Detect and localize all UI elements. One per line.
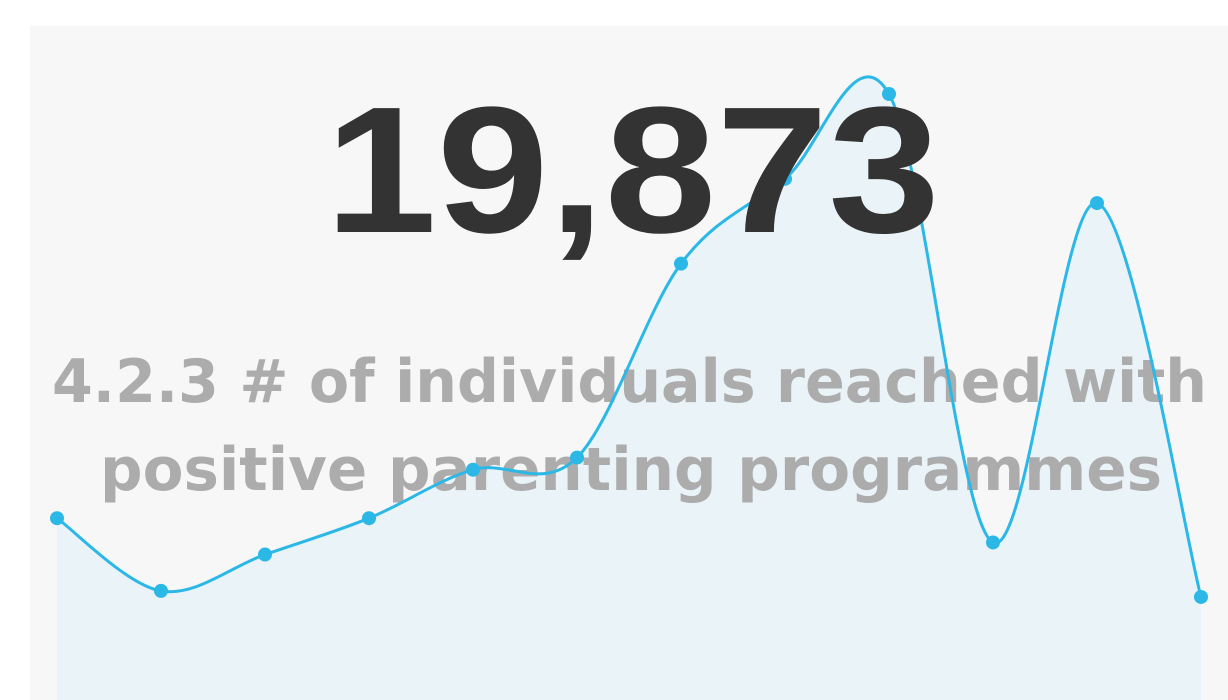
line-point	[50, 511, 64, 526]
kpi-label: positive parenting programmes	[100, 435, 1162, 505]
kpi-label: 4.2.3 # of individuals reached with	[52, 347, 1207, 417]
line-point	[674, 256, 688, 271]
line-point	[154, 583, 168, 598]
area-layer	[57, 76, 1201, 700]
kpi-value: 19,873	[325, 70, 940, 271]
line-point	[1090, 196, 1104, 211]
line-area	[57, 76, 1201, 700]
line	[56, 75, 1203, 598]
line-point	[1194, 589, 1208, 604]
line-point	[466, 462, 480, 477]
line-point	[778, 171, 792, 186]
line-point	[570, 450, 584, 465]
line-point	[882, 87, 896, 101]
line-layer	[50, 75, 1208, 604]
line-point	[362, 511, 376, 526]
line-point	[986, 535, 1000, 550]
line-point	[258, 547, 272, 562]
